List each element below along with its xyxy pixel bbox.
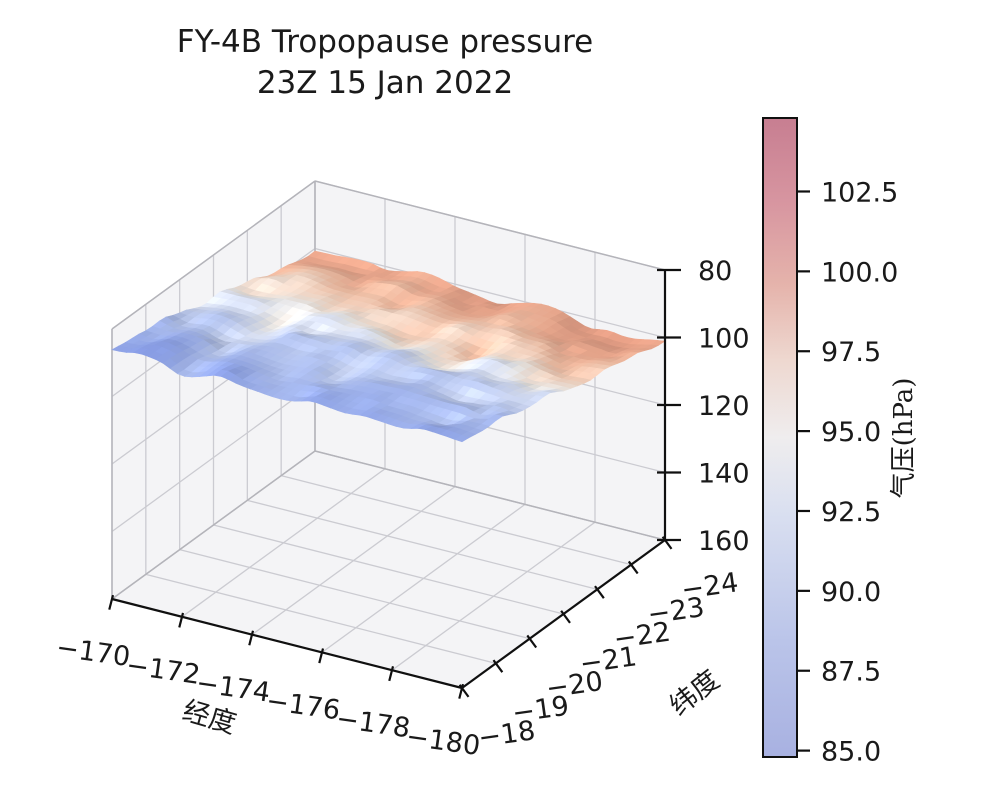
svg-text:−170: −170 <box>54 632 132 673</box>
svg-text:气压(hPa): 气压(hPa) <box>889 378 919 499</box>
svg-text:97.5: 97.5 <box>821 337 881 368</box>
svg-text:95.0: 95.0 <box>821 417 881 448</box>
axes-panes <box>112 181 665 688</box>
svg-text:85.0: 85.0 <box>821 737 881 768</box>
svg-text:87.5: 87.5 <box>821 657 881 688</box>
chart-title-line1: FY-4B Tropopause pressure <box>176 24 594 60</box>
svg-text:纬度: 纬度 <box>664 664 726 722</box>
svg-text:160: 160 <box>698 526 750 557</box>
svg-text:−180: −180 <box>404 721 482 762</box>
colorbar-gradient <box>762 117 798 758</box>
svg-text:−172: −172 <box>124 650 202 691</box>
svg-text:100.0: 100.0 <box>821 257 898 288</box>
svg-text:−176: −176 <box>264 685 342 726</box>
svg-text:−24: −24 <box>679 567 740 606</box>
svg-text:100: 100 <box>698 324 750 355</box>
surface-mesh <box>111 250 666 443</box>
svg-text:102.5: 102.5 <box>821 177 898 208</box>
svg-text:92.5: 92.5 <box>821 497 881 528</box>
svg-text:120: 120 <box>698 391 750 422</box>
svg-text:80: 80 <box>698 256 732 287</box>
z-axis: 80 100 120 140 160 <box>657 256 750 557</box>
svg-text:140: 140 <box>698 459 750 490</box>
chart-title-line2: 23Z 15 Jan 2022 <box>256 65 514 101</box>
chart-title: FY-4B Tropopause pressure 23Z 15 Jan 202… <box>90 22 680 104</box>
svg-text:−178: −178 <box>334 703 412 744</box>
svg-text:90.0: 90.0 <box>821 577 881 608</box>
colorbar: 102.5 100.0 97.5 95.0 92.5 90.0 87.5 85.0 气压(hPa… <box>762 117 919 768</box>
